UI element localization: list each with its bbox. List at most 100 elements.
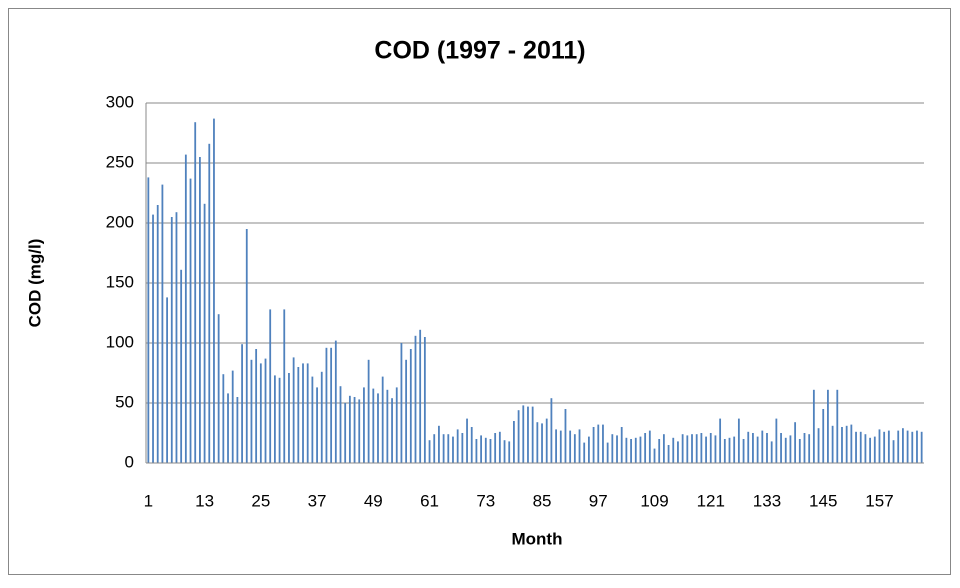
bar: [386, 389, 389, 463]
bar: [742, 439, 745, 463]
bar: [306, 363, 309, 463]
x-tick-label: 49: [364, 491, 383, 510]
bar: [222, 374, 225, 463]
bar: [606, 442, 609, 463]
bar: [334, 340, 337, 463]
bar: [391, 398, 393, 463]
y-tick-label: 300: [106, 92, 134, 111]
bar: [288, 373, 290, 463]
bar: [864, 434, 867, 463]
bar: [798, 439, 801, 463]
bar: [897, 430, 900, 463]
bar: [231, 370, 234, 463]
bar: [920, 431, 923, 463]
bar: [808, 434, 811, 463]
bar: [170, 217, 173, 463]
x-tick-label: 37: [308, 491, 327, 510]
bar: [681, 434, 684, 463]
bar: [611, 434, 614, 463]
bar: [442, 434, 445, 463]
bar: [466, 418, 468, 463]
bar: [855, 431, 857, 463]
bar: [255, 349, 258, 463]
bar: [705, 436, 707, 463]
x-tick-label: 145: [809, 491, 837, 510]
bar: [592, 427, 595, 463]
bar: [438, 425, 440, 463]
bar: [217, 314, 220, 463]
bar: [789, 435, 792, 463]
bar: [414, 335, 417, 463]
y-tick-label: 150: [106, 272, 134, 291]
x-tick-label: 13: [195, 491, 214, 510]
bar: [503, 440, 506, 463]
bar: [498, 431, 501, 463]
chart-title: COD (1997 - 2011): [374, 37, 585, 65]
bar: [859, 431, 862, 463]
bar: [541, 423, 543, 463]
bar: [597, 424, 600, 463]
bar: [569, 430, 572, 463]
bar: [559, 430, 562, 463]
bar: [198, 157, 201, 463]
bar: [236, 397, 239, 463]
bar: [550, 398, 553, 463]
bar: [330, 347, 333, 463]
bar: [400, 343, 403, 463]
bar: [831, 425, 834, 463]
bar: [723, 439, 726, 463]
bar: [161, 184, 164, 463]
y-tick-label: 200: [106, 212, 134, 231]
bar: [152, 214, 154, 463]
bar: [292, 357, 295, 463]
bar: [297, 367, 300, 463]
bar: [803, 433, 806, 463]
bar: [672, 437, 675, 463]
bar: [564, 409, 567, 463]
bar: [625, 437, 628, 463]
x-tick-label: 121: [697, 491, 725, 510]
bar: [836, 389, 839, 463]
bar: [348, 395, 351, 463]
bar: [508, 441, 511, 463]
bar: [850, 424, 853, 463]
bar: [180, 269, 183, 463]
bar: [719, 418, 722, 463]
x-tick-label: 109: [640, 491, 668, 510]
bar: [677, 441, 679, 463]
bar: [639, 436, 642, 463]
bar: [428, 440, 431, 463]
bar: [728, 437, 731, 463]
bar: [184, 154, 187, 463]
y-axis-label: COD (mg/l): [25, 239, 44, 328]
bar: [602, 424, 604, 463]
bar: [845, 425, 848, 463]
bar: [494, 433, 497, 463]
bar: [461, 433, 464, 463]
bar: [353, 397, 356, 463]
bar: [278, 377, 281, 463]
bar: [653, 448, 656, 463]
x-axis-label: Month: [512, 529, 563, 548]
bar: [794, 422, 797, 463]
bar: [587, 436, 590, 463]
bar: [906, 430, 909, 463]
bar: [250, 359, 253, 463]
bar: [395, 387, 398, 463]
bar: [841, 427, 843, 463]
bar: [536, 422, 539, 463]
bar: [513, 421, 515, 463]
bar: [311, 376, 314, 463]
x-tick-label: 85: [533, 491, 552, 510]
bar: [269, 309, 272, 463]
y-tick-label: 100: [106, 332, 134, 351]
bar: [213, 118, 215, 463]
bar: [147, 177, 150, 463]
bar: [916, 430, 918, 463]
bar: [700, 433, 703, 463]
bar: [578, 429, 581, 463]
bar: [166, 297, 168, 463]
bar: [883, 431, 886, 463]
y-tick-label: 50: [115, 392, 134, 411]
